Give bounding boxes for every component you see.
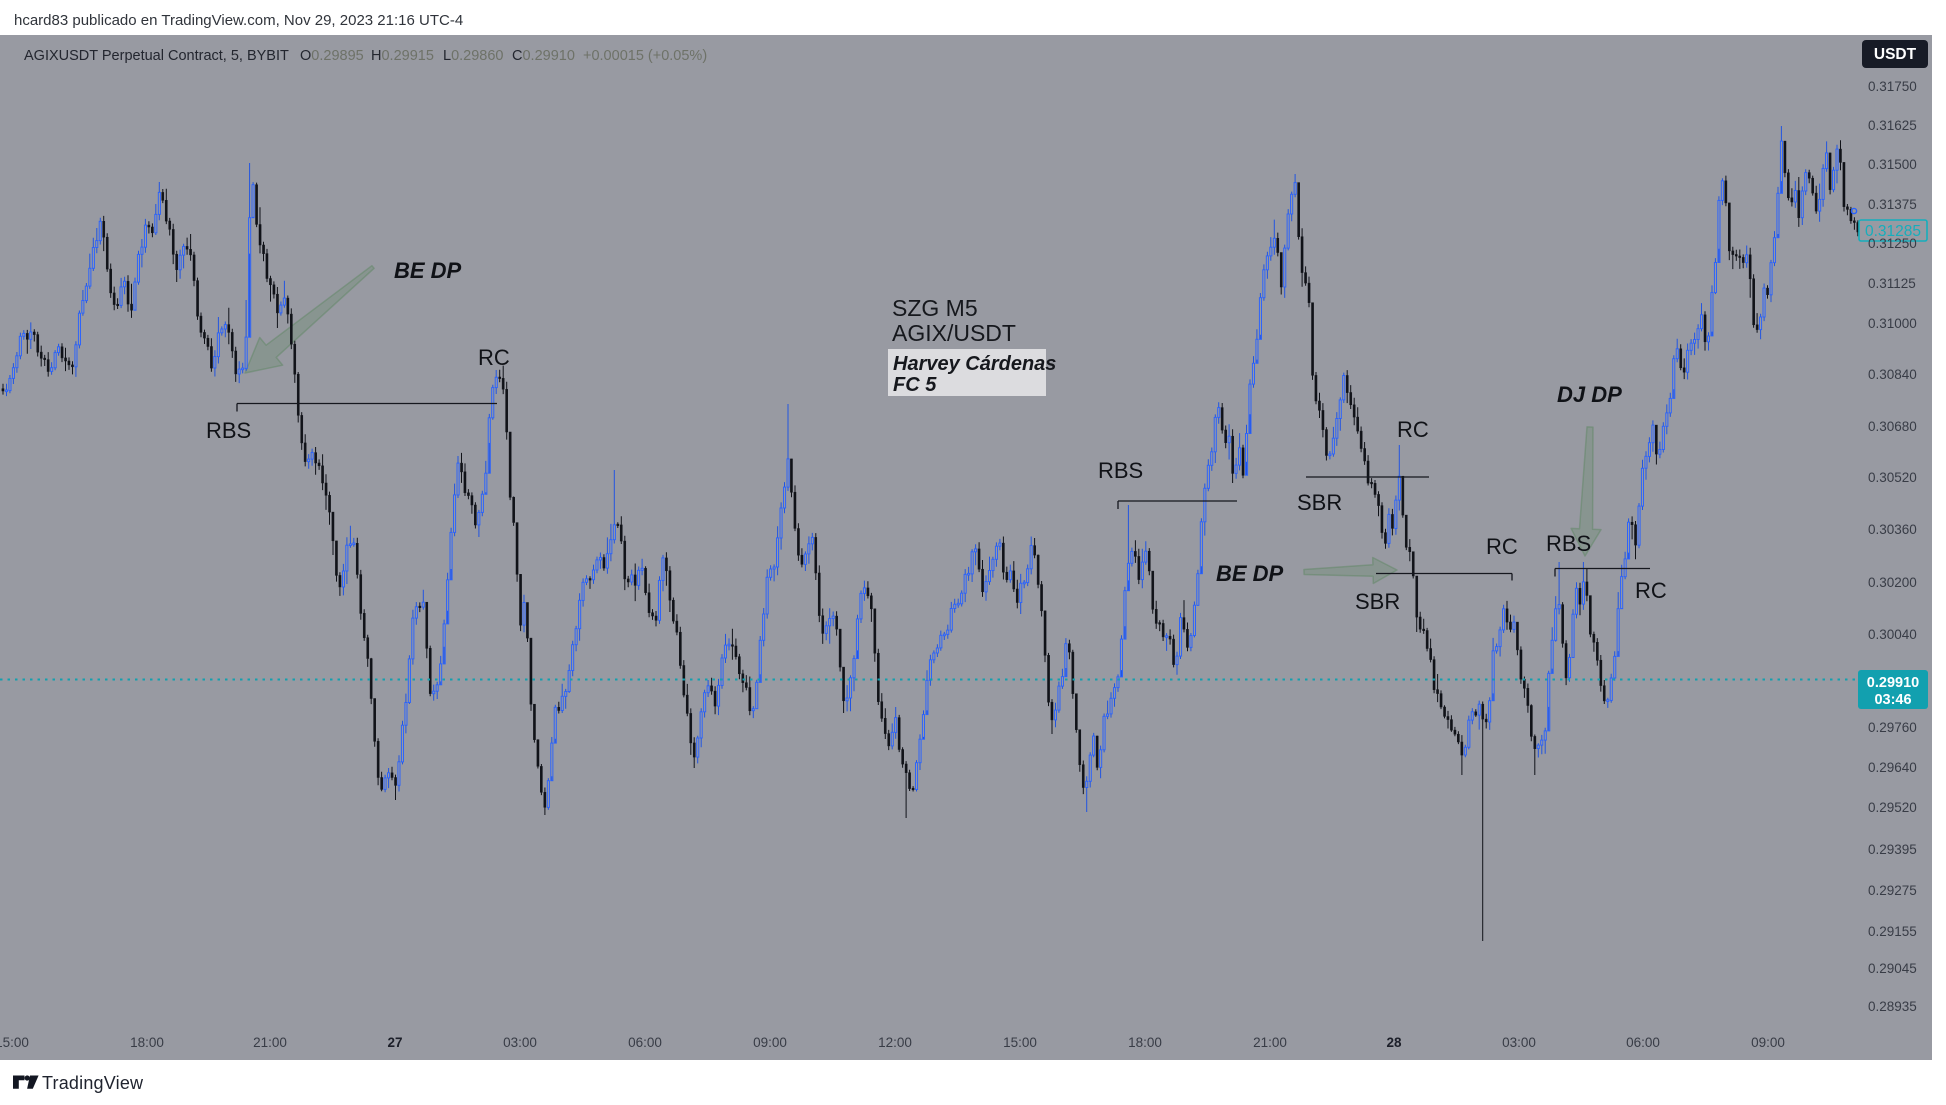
svg-text:27: 27 [387,1035,402,1050]
svg-text:RC: RC [1397,417,1429,442]
svg-text:FC 5: FC 5 [893,374,937,396]
svg-text:RC: RC [1486,534,1518,559]
svg-text:12:00: 12:00 [878,1035,912,1050]
svg-text:06:00: 06:00 [628,1035,662,1050]
svg-text:0.28935: 0.28935 [1868,999,1917,1014]
svg-text:0.31285: 0.31285 [1865,223,1921,240]
svg-text:21:00: 21:00 [253,1035,287,1050]
svg-text:L0.29860: L0.29860 [443,48,504,64]
svg-text:0.30040: 0.30040 [1868,627,1917,642]
svg-text:0.30840: 0.30840 [1868,367,1917,382]
svg-text:03:00: 03:00 [1502,1035,1536,1050]
svg-text:DJ DP: DJ DP [1557,382,1622,407]
svg-text:BE DP: BE DP [1216,561,1284,586]
svg-text:0.29910: 0.29910 [1867,675,1919,691]
svg-text:0.31125: 0.31125 [1868,276,1916,291]
svg-text:BE DP: BE DP [394,258,462,283]
svg-text:0.30680: 0.30680 [1868,419,1917,434]
svg-text:SZG M5: SZG M5 [892,295,978,321]
svg-text:0.29155: 0.29155 [1868,924,1917,939]
svg-text:03:46: 03:46 [1874,692,1911,708]
svg-text:+0.00015 (+0.05%): +0.00015 (+0.05%) [583,48,707,64]
svg-text:hcard83 publicado en TradingVi: hcard83 publicado en TradingView.com, No… [14,12,463,29]
svg-text:SBR: SBR [1297,490,1342,515]
svg-text:15:00: 15:00 [1003,1035,1037,1050]
svg-text:RC: RC [478,345,510,370]
svg-text:0.30200: 0.30200 [1868,575,1917,590]
svg-text:0.30520: 0.30520 [1868,470,1917,485]
svg-text:0.29395: 0.29395 [1868,842,1917,857]
svg-text:18:00: 18:00 [130,1035,164,1050]
svg-text:0.29045: 0.29045 [1868,961,1917,976]
svg-text:RBS: RBS [1546,531,1591,556]
svg-text:SBR: SBR [1355,589,1400,614]
svg-text:06:00: 06:00 [1626,1035,1660,1050]
svg-text:0.31750: 0.31750 [1868,79,1917,94]
svg-text:0.29760: 0.29760 [1868,720,1917,735]
svg-text:0.31250: 0.31250 [1868,236,1917,251]
svg-text:C0.29910: C0.29910 [512,48,575,64]
svg-text:O0.29895: O0.29895 [300,48,364,64]
svg-text:03:00: 03:00 [503,1035,537,1050]
svg-text:USDT: USDT [1874,46,1917,63]
svg-text:RC: RC [1635,578,1667,603]
svg-text:28: 28 [1386,1035,1402,1050]
svg-text:0.30360: 0.30360 [1868,522,1917,537]
svg-text:21:00: 21:00 [1253,1035,1287,1050]
svg-text:0.31375: 0.31375 [1868,197,1917,212]
svg-text:09:00: 09:00 [1751,1035,1785,1050]
svg-text:Harvey Cárdenas: Harvey Cárdenas [893,353,1056,375]
svg-text:0.29640: 0.29640 [1868,760,1917,775]
svg-text:RBS: RBS [206,418,251,443]
svg-text:15:00: 15:00 [0,1035,29,1050]
svg-text:0.31500: 0.31500 [1868,157,1917,172]
svg-text:0.29520: 0.29520 [1868,800,1917,815]
svg-text:0.29275: 0.29275 [1868,883,1917,898]
svg-text:RBS: RBS [1098,458,1143,483]
svg-text:18:00: 18:00 [1128,1035,1162,1050]
svg-text:AGIX/USDT: AGIX/USDT [892,320,1016,346]
svg-text:TradingView: TradingView [42,1073,144,1093]
svg-text:09:00: 09:00 [753,1035,787,1050]
svg-text:0.31000: 0.31000 [1868,316,1917,331]
svg-text:0.31625: 0.31625 [1868,118,1917,133]
svg-text:H0.29915: H0.29915 [371,48,434,64]
svg-text:AGIXUSDT Perpetual Contract, 5: AGIXUSDT Perpetual Contract, 5, BYBIT [24,48,289,64]
